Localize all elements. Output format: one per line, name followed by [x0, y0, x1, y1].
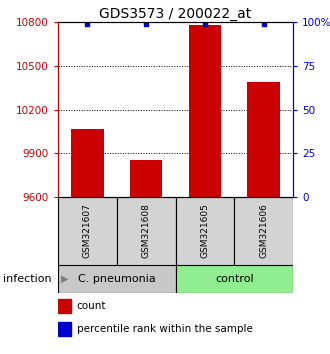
- Text: infection: infection: [3, 274, 51, 284]
- Text: GSM321605: GSM321605: [200, 204, 209, 258]
- Bar: [130, 160, 162, 197]
- Point: [85, 21, 90, 27]
- Bar: [71, 129, 104, 197]
- Text: percentile rank within the sample: percentile rank within the sample: [77, 324, 253, 334]
- Point: [261, 21, 266, 27]
- Bar: [117, 197, 176, 265]
- Text: C. pneumonia: C. pneumonia: [78, 274, 156, 284]
- Bar: [234, 197, 293, 265]
- Point: [202, 21, 208, 27]
- Bar: [58, 322, 71, 336]
- Point: [144, 21, 149, 27]
- Title: GDS3573 / 200022_at: GDS3573 / 200022_at: [99, 7, 251, 21]
- Text: GSM321606: GSM321606: [259, 204, 268, 258]
- Text: GSM321607: GSM321607: [83, 204, 92, 258]
- Text: ▶: ▶: [61, 274, 69, 284]
- Text: count: count: [77, 301, 106, 311]
- Bar: [58, 197, 117, 265]
- Text: control: control: [215, 274, 253, 284]
- Bar: [176, 197, 234, 265]
- Bar: [189, 25, 221, 197]
- Bar: [58, 265, 176, 293]
- Bar: [58, 299, 71, 313]
- Bar: [248, 82, 280, 197]
- Bar: [176, 265, 293, 293]
- Text: GSM321608: GSM321608: [142, 204, 150, 258]
